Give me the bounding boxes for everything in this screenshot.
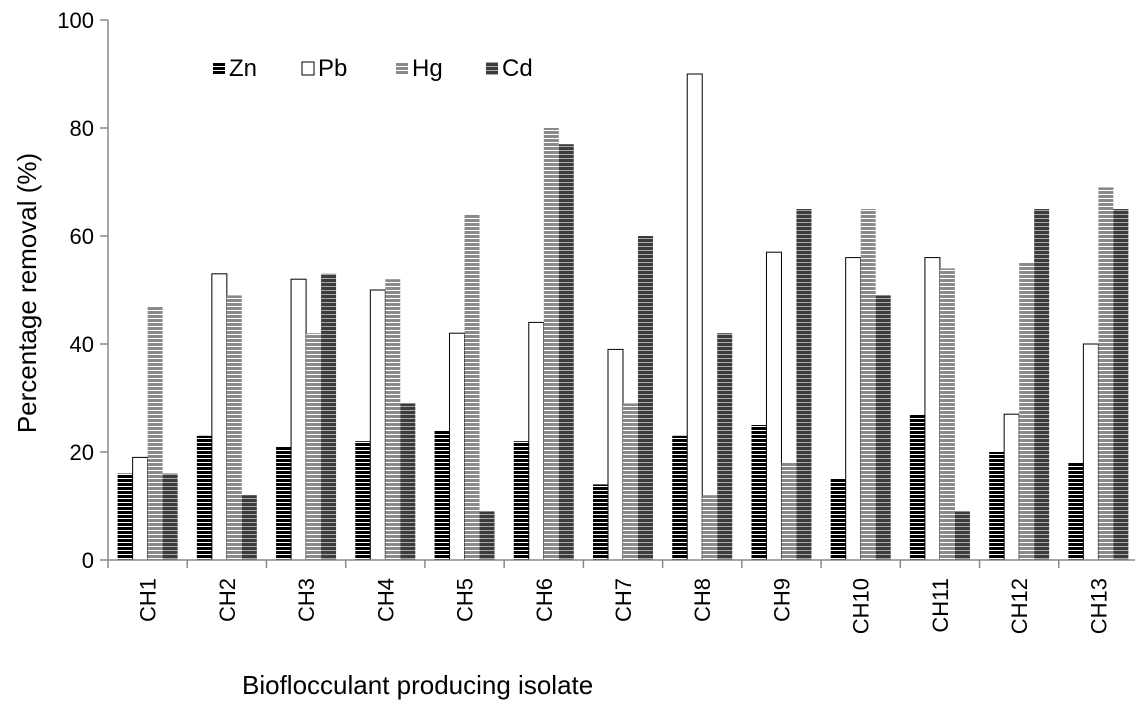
bar-pb-ch3	[290, 278, 307, 561]
bar-hg-ch9	[781, 462, 797, 560]
legend-label-pb: Pb	[318, 55, 347, 82]
x-tick-label: CH4	[373, 578, 398, 622]
x-tick-label: CH3	[294, 578, 319, 622]
bar-pb-ch13	[1082, 343, 1099, 561]
x-tick-label: CH5	[453, 578, 478, 622]
bar-zn-ch13	[1068, 462, 1084, 560]
bar-pb-ch7	[607, 348, 624, 561]
y-axis-title: Percentage removal (%)	[12, 153, 42, 433]
bar-hg-ch13	[1098, 187, 1114, 560]
y-tick-label: 0	[82, 548, 94, 573]
bar-zn-ch7	[593, 484, 608, 560]
bar-hg-ch11	[939, 268, 955, 560]
bar-zn-ch9	[751, 425, 767, 560]
y-tick-label: 40	[70, 332, 94, 357]
x-tick-label: CH2	[215, 578, 240, 622]
bar-zn-ch11	[909, 414, 925, 560]
bar-pb-ch10	[845, 257, 862, 561]
legend-swatch-pb	[301, 61, 315, 76]
x-tick-label: CH12	[1007, 578, 1032, 634]
bar-zn-ch1	[117, 473, 133, 560]
bar-hg-ch4	[385, 279, 401, 560]
bar-zn-ch6	[513, 441, 529, 560]
bar-cd-ch13	[1113, 209, 1129, 560]
bar-hg-ch3	[306, 333, 322, 560]
bar-zn-ch10	[830, 479, 846, 560]
bar-cd-ch8	[717, 333, 733, 560]
bar-hg-ch6	[543, 128, 559, 560]
bar-pb-ch9	[765, 251, 782, 561]
bar-cd-ch5	[479, 511, 495, 560]
bar-pb-ch12	[1003, 413, 1020, 561]
x-tick-label: CH7	[611, 578, 636, 622]
bar-hg-ch2	[226, 295, 242, 560]
bar-hg-ch7	[623, 403, 638, 560]
legend-label-cd: Cd	[502, 55, 533, 82]
bar-hg-ch12	[1019, 263, 1035, 560]
bar-cd-ch3	[321, 273, 337, 560]
legend-swatch-hg	[396, 62, 408, 75]
plot-area	[117, 73, 1129, 561]
bar-pb-ch8	[686, 73, 703, 561]
y-tick-label: 80	[70, 116, 94, 141]
bar-cd-ch2	[241, 495, 257, 560]
bar-cd-ch7	[638, 236, 653, 560]
x-axis-title: Bioflocculant producing isolate	[242, 670, 593, 700]
y-tick-label: 20	[70, 440, 94, 465]
legend-swatch-cd	[486, 62, 498, 75]
bar-pb-ch4	[369, 289, 386, 561]
bar-pb-ch6	[528, 321, 545, 561]
y-tick-label: 60	[70, 224, 94, 249]
bar-cd-ch6	[558, 144, 574, 560]
bar-cd-ch1	[162, 473, 178, 560]
bar-zn-ch4	[355, 441, 371, 560]
bar-hg-ch5	[464, 214, 480, 560]
axes: 0 20 40 60 80 100 CH1 CH2 CH3 CH4 CH5 CH6 CH7 CH8 CH9 C…	[57, 8, 1135, 634]
bar-zn-ch2	[196, 435, 212, 560]
bar-pb-ch5	[449, 332, 466, 561]
bar-cd-ch4	[400, 403, 416, 560]
x-tick-label: CH8	[690, 578, 715, 622]
y-tick-label: 100	[57, 8, 94, 33]
x-tick-label: CH11	[928, 578, 953, 633]
bar-hg-ch10	[860, 209, 876, 560]
bar-zn-ch8	[672, 435, 688, 560]
x-tick-label: CH1	[136, 578, 161, 622]
bar-zn-ch3	[276, 446, 292, 560]
bar-pb-ch1	[132, 456, 149, 561]
legend-label-zn: Zn	[229, 55, 257, 82]
bar-hg-ch1	[147, 306, 163, 560]
bar-cd-ch12	[1034, 209, 1050, 560]
bar-zn-ch5	[434, 430, 450, 560]
bar-pb-ch11	[924, 257, 941, 561]
legend-label-hg: Hg	[412, 55, 443, 82]
legend: Zn Pb Hg Cd	[213, 55, 533, 82]
bar-hg-ch8	[702, 495, 718, 560]
x-tick-label: CH9	[769, 578, 794, 622]
bar-cd-ch11	[954, 511, 970, 560]
bar-zn-ch12	[989, 452, 1005, 560]
bar-pb-ch2	[211, 273, 228, 561]
legend-swatch-zn	[213, 62, 225, 75]
x-tick-label: CH6	[532, 578, 557, 622]
x-tick-label: CH13	[1086, 578, 1111, 634]
bar-cd-ch9	[796, 209, 812, 560]
x-tick-label: CH10	[849, 578, 874, 634]
bar-cd-ch10	[875, 295, 891, 560]
